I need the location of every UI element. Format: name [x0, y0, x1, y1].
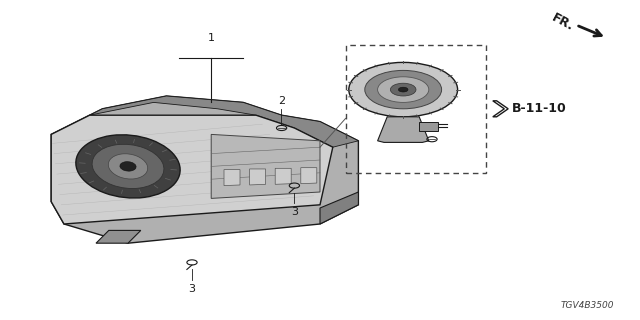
Polygon shape	[419, 122, 438, 131]
Polygon shape	[493, 101, 508, 117]
Ellipse shape	[365, 70, 442, 109]
Text: 3: 3	[189, 284, 195, 294]
Ellipse shape	[349, 62, 458, 117]
Text: B-11-10: B-11-10	[512, 102, 567, 115]
Ellipse shape	[390, 83, 416, 96]
Polygon shape	[275, 168, 291, 184]
Ellipse shape	[92, 144, 164, 188]
Ellipse shape	[108, 154, 148, 179]
Polygon shape	[51, 115, 333, 224]
Text: 2: 2	[278, 96, 285, 106]
Ellipse shape	[378, 77, 429, 102]
Polygon shape	[224, 170, 240, 186]
Polygon shape	[378, 117, 429, 142]
Text: 1: 1	[208, 33, 214, 44]
Bar	[346, 45, 486, 173]
Polygon shape	[250, 169, 266, 185]
Polygon shape	[51, 96, 358, 243]
Ellipse shape	[76, 135, 180, 198]
Polygon shape	[90, 96, 358, 147]
Polygon shape	[96, 230, 141, 243]
Ellipse shape	[398, 87, 408, 92]
Text: FR.: FR.	[550, 11, 577, 34]
Text: 3: 3	[291, 207, 298, 217]
Text: TGV4B3500: TGV4B3500	[561, 301, 614, 310]
Polygon shape	[211, 134, 320, 198]
Polygon shape	[301, 168, 317, 184]
Ellipse shape	[120, 162, 136, 171]
Polygon shape	[320, 192, 358, 224]
